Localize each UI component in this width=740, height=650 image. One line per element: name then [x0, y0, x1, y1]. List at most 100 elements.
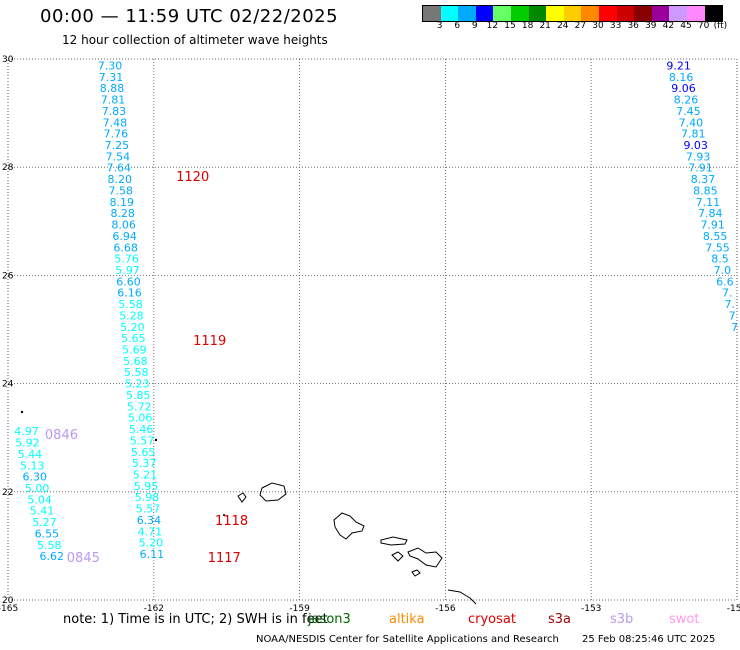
hawaii-island: [447, 589, 477, 605]
wave-height-label: 9.21: [666, 59, 691, 72]
axis-tick-labels: -165 -162 -159 -156 -153 -150 20 22 24 26 28 30: [0, 55, 740, 614]
colorbar-swatch: [440, 6, 459, 21]
wave-height-label: 5.27: [32, 516, 57, 529]
colorbar-label: 18: [521, 21, 534, 31]
wave-height-label: 5.85: [126, 389, 151, 402]
hawaii-coastline: [237, 482, 477, 605]
necker-dot: [154, 438, 158, 442]
wave-height-label: 7.83: [102, 105, 127, 118]
wave-height-label: 7.84: [698, 207, 723, 220]
colorbar-label: 39: [645, 21, 657, 31]
wave-height-label: 5.20: [120, 321, 145, 334]
wave-height-label: 7.58: [109, 184, 134, 197]
colorbar-swatch: [458, 6, 476, 21]
map-frame: [7, 58, 738, 601]
legend-sat-cryosat: cryosat: [468, 612, 516, 627]
satellite-track: 7.307.318.887.817.837.487.767.257.547.64…: [98, 59, 209, 356]
altimeter-tracks: 7.307.318.887.817.837.487.767.257.547.64…: [14, 59, 738, 565]
lanai-island: [391, 551, 404, 562]
wave-height-label: 9.03: [683, 139, 708, 152]
wave-height-label: 8.19: [109, 196, 134, 209]
colorbar-label: 33: [609, 21, 622, 31]
wave-height-label: 7.54: [106, 150, 131, 163]
lat-tick-label: 30: [2, 55, 14, 65]
colorbar-swatch: [581, 6, 599, 21]
wave-height-label: 6.60: [116, 275, 141, 288]
wave-height-label: 7.45: [676, 105, 701, 118]
wave-height-label: 8.37: [691, 173, 716, 186]
wave-height-label: 8.28: [110, 207, 135, 220]
wave-height-label: 5.58: [124, 366, 149, 379]
lat-tick-label: 22: [2, 488, 13, 498]
legend-sat-s3b: s3b: [610, 612, 634, 627]
wave-height-label: 7.: [722, 287, 733, 300]
pass-time-label: 0845: [67, 551, 100, 566]
colorbar-swatch: [598, 6, 617, 21]
wave-height-label: 4.71: [138, 525, 163, 538]
colorbar-label: 6: [454, 21, 461, 31]
wave-height-label: 5.65: [131, 446, 156, 459]
colorbar-swatch: [634, 6, 652, 21]
wave-height-label: 8.55: [703, 230, 728, 243]
wave-height-label: 5.58: [37, 539, 62, 552]
colorbar-label: 24: [557, 21, 569, 31]
pass-time-label: 1119: [193, 334, 226, 349]
wave-height-label: 5.68: [123, 355, 148, 368]
lon-tick-label: -165: [0, 604, 18, 614]
colorbar-swatch: [475, 6, 494, 21]
colorbar-swatch: [546, 6, 564, 21]
wave-height-label: 7.64: [107, 162, 132, 175]
colorbar-label: 30: [592, 21, 604, 31]
wave-height-label: 5.20: [139, 537, 164, 550]
pass-time-label: 0846: [45, 428, 78, 443]
pass-time-label: 1118: [215, 514, 248, 529]
wave-height-label: 5.69: [122, 344, 147, 357]
nihoa-dot: [20, 410, 24, 414]
maui-island: [407, 547, 443, 568]
colorbar-label: 9: [471, 21, 478, 31]
wave-height-label: 9.06: [671, 82, 696, 95]
wave-height-label: 5.98: [135, 491, 160, 504]
oahu-island: [333, 512, 365, 540]
wave-height-label: 6.62: [39, 550, 64, 563]
kauai-island: [259, 482, 287, 502]
wave-height-label: 7.81: [681, 128, 706, 141]
niihau-island: [237, 492, 247, 503]
satellite-track: 6.344.715.206.11 1118: [137, 514, 248, 561]
credit-text: NOAA/NESDIS Center for Satellite Applica…: [256, 634, 559, 645]
wave-height-label: 7.0: [714, 264, 732, 277]
lat-tick-label: 20: [2, 596, 14, 606]
wave-height-label: 7.25: [105, 139, 130, 152]
map-border: [7, 58, 738, 601]
islet-dot: [223, 514, 225, 516]
wave-height-label: 7.91: [688, 162, 713, 175]
map-subtitle: 12 hour collection of altimeter wave hei…: [62, 33, 328, 47]
wave-height-label: 7.31: [99, 71, 124, 84]
wave-height-label: 5.28: [119, 309, 144, 322]
colorbar-swatch: [686, 6, 705, 21]
wave-height-label: 7: [731, 321, 738, 334]
wave-height-label: 5.72: [127, 400, 152, 413]
colorbar-swatch: [669, 6, 687, 21]
satellite-track: 1117: [208, 551, 241, 566]
wave-height-label: 6.94: [112, 230, 137, 243]
timestamp-text: 25 Feb 08:25:46 UTC 2025: [582, 634, 716, 645]
colorbar-labels: 3 6 9 12 15 18 21 24 27 30 33 36 39 42 45 70 (ft): [422, 20, 740, 34]
lon-tick-label: -162: [144, 604, 164, 614]
satellite-track: 0845: [67, 551, 100, 566]
colorbar-swatch: [493, 6, 511, 21]
colorbar-swatch: [704, 6, 723, 21]
wave-height-label: 5.00: [25, 482, 50, 495]
wave-height-label: 6.55: [35, 527, 60, 540]
wave-height-label: 6.30: [22, 471, 47, 484]
colorbar-label: 27: [574, 21, 587, 31]
colorbar-label: 15: [504, 21, 516, 31]
wave-height-label: 5.57: [136, 503, 161, 516]
wave-height-label: 5.97: [115, 264, 140, 277]
wave-height-label: 5.37: [132, 457, 157, 470]
wave-height-label: 7: [729, 309, 736, 322]
wave-height-label: 5.13: [20, 459, 45, 472]
wave-height-label: 5.23: [125, 378, 150, 391]
wave-height-label: 6.34: [137, 514, 162, 527]
units-note: note: 1) Time is in UTC; 2) SWH is in fe…: [63, 612, 328, 627]
